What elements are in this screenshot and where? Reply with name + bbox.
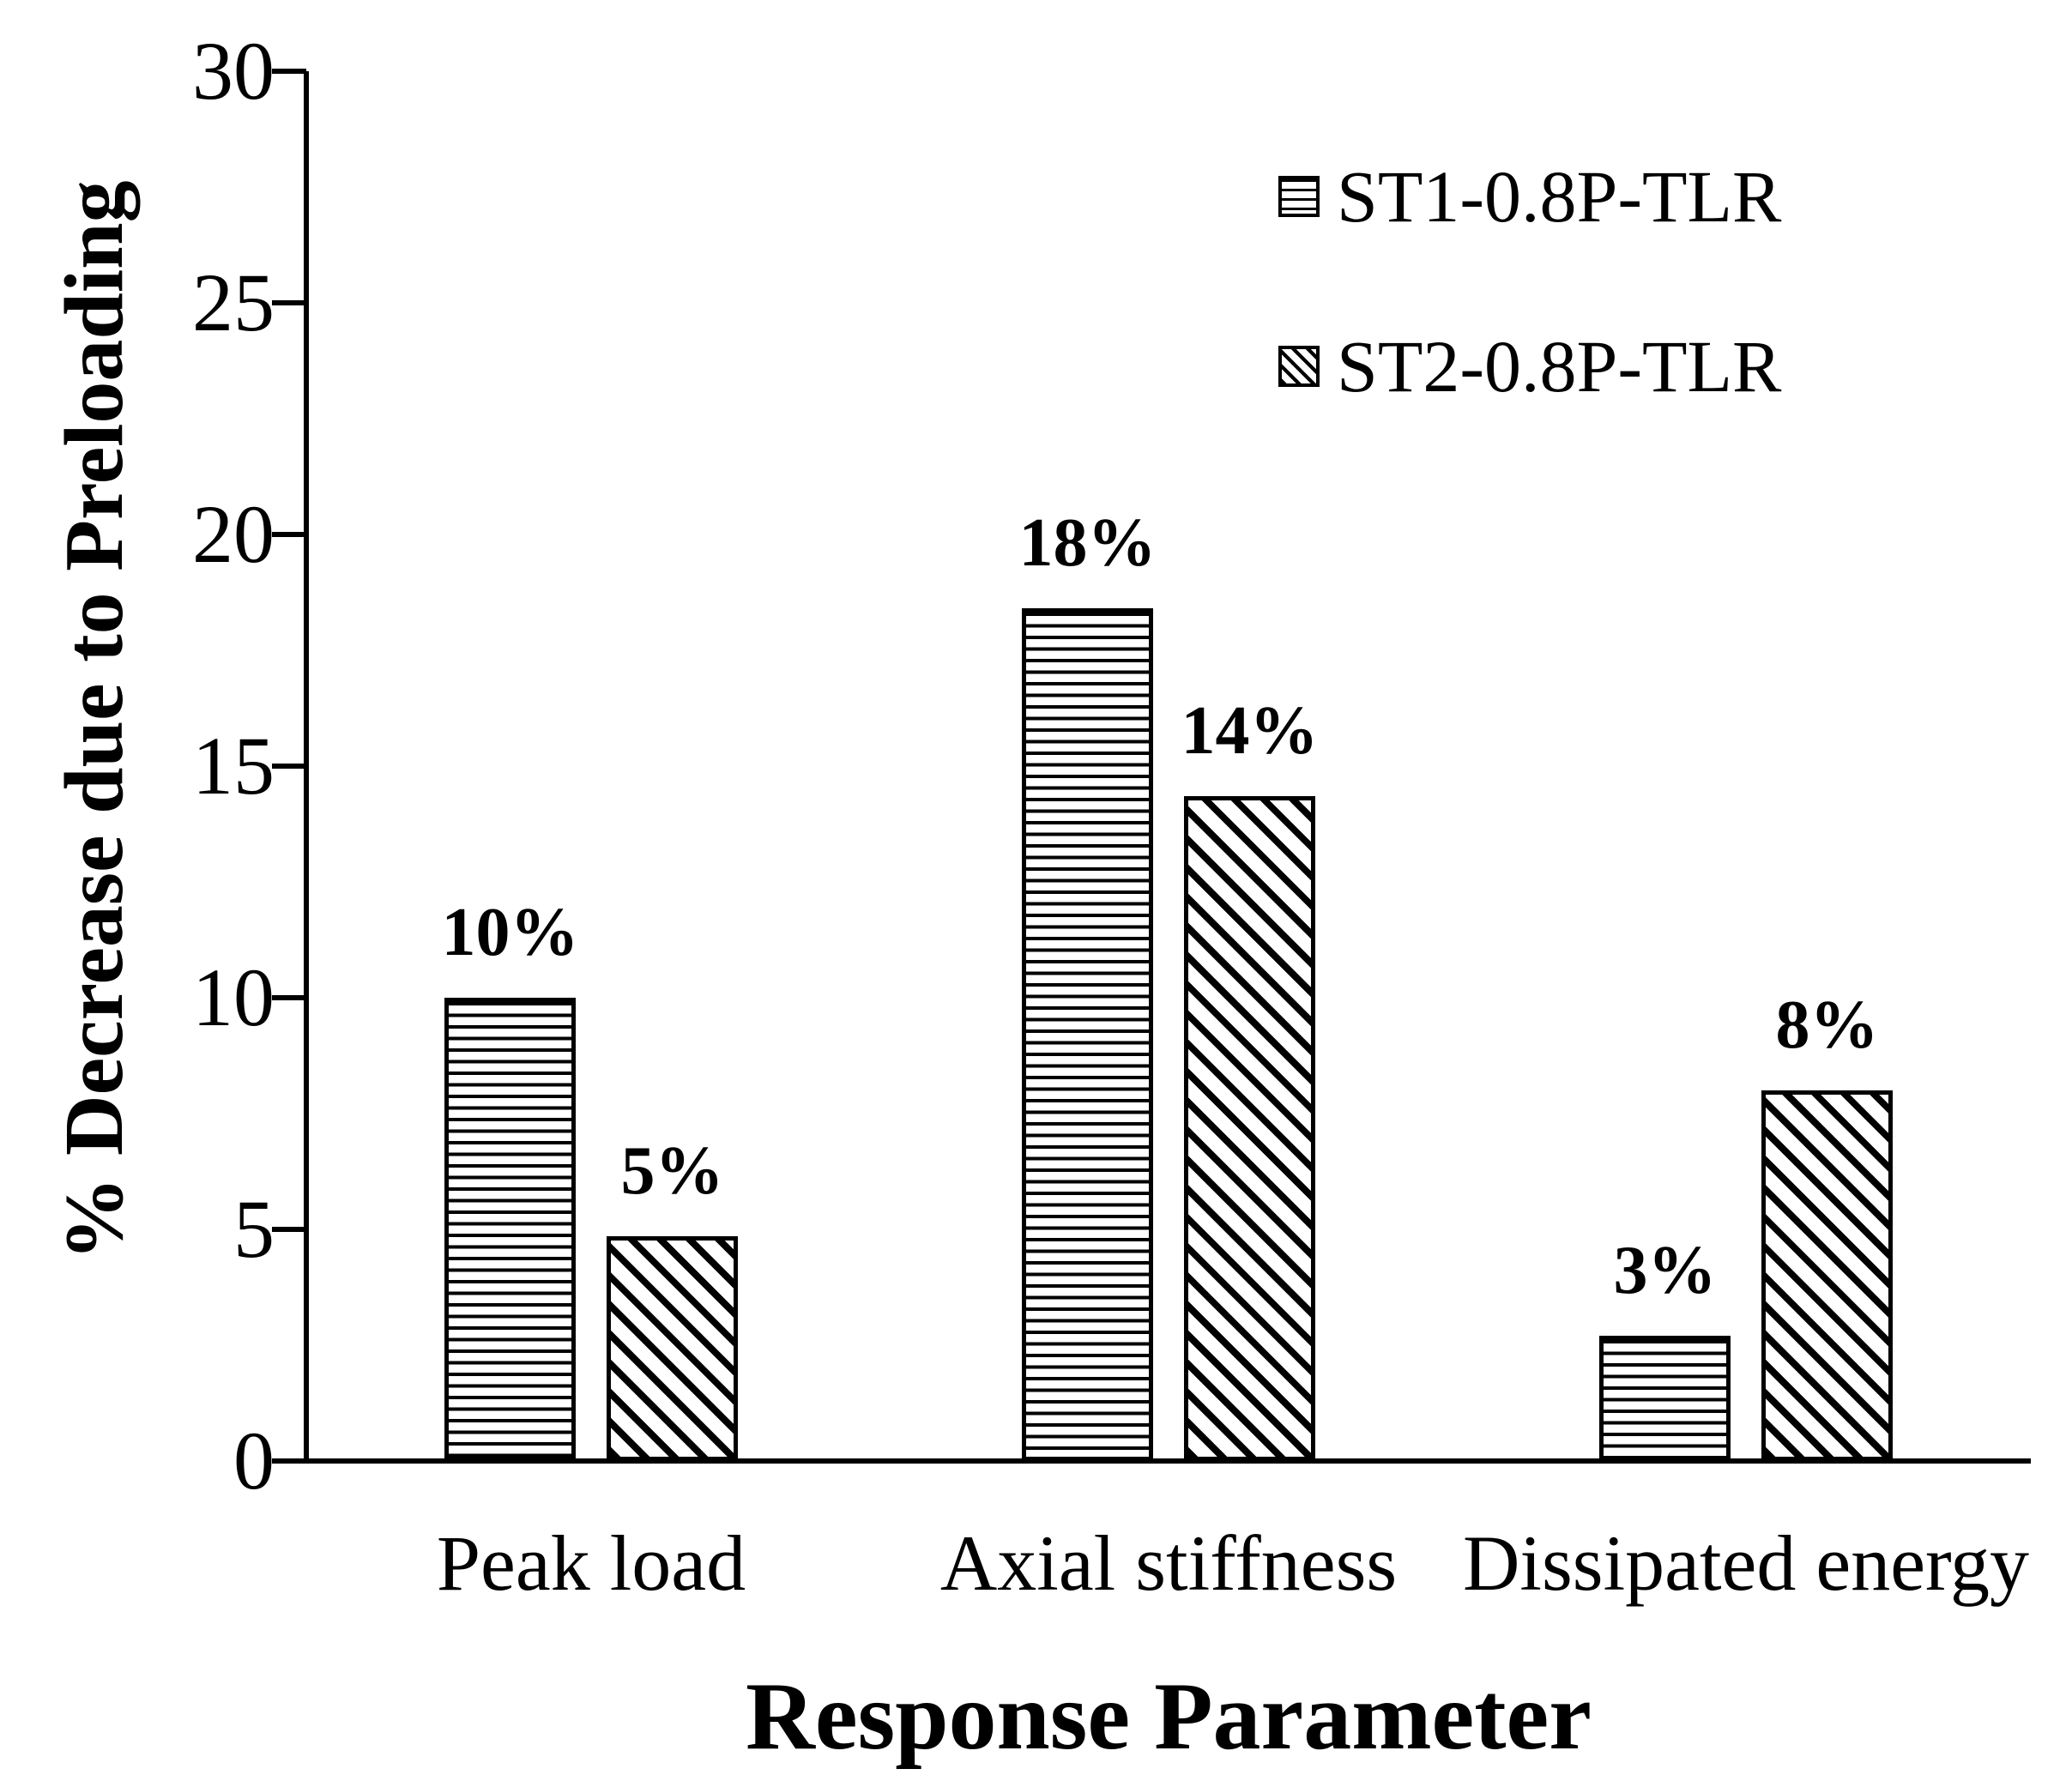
legend-label-st1: ST1-0.8P-TLR — [1337, 155, 1782, 238]
y-tick-label-5: 5 — [233, 1183, 275, 1275]
bar-st1-0-8p-tlr-axial-stiffness — [1022, 608, 1153, 1461]
y-tick-label-20: 20 — [192, 488, 275, 580]
bar-value-label-st2-0-8p-tlr-dissipated-energy: 8% — [1775, 987, 1879, 1063]
y-tick-label-30: 30 — [192, 25, 275, 117]
y-tick-25 — [272, 300, 306, 305]
legend-label-st2: ST2-0.8P-TLR — [1337, 325, 1782, 408]
y-tick-label-0: 0 — [233, 1415, 275, 1506]
bar-value-label-st1-0-8p-tlr-axial-stiffness: 18% — [1018, 505, 1157, 582]
category-label-axial-stiffness: Axial stiffness — [939, 1519, 1398, 1607]
legend-item-st2: ST2-0.8P-TLR — [1278, 328, 1781, 405]
y-tick-30 — [272, 69, 306, 74]
bar-st1-0-8p-tlr-dissipated-energy — [1599, 1336, 1731, 1461]
bar-st2-0-8p-tlr-peak-load — [607, 1236, 738, 1461]
bar-st1-0-8p-tlr-peak-load — [444, 998, 576, 1461]
bar-st2-0-8p-tlr-axial-stiffness — [1184, 796, 1315, 1461]
bar-value-label-st1-0-8p-tlr-dissipated-energy: 3% — [1613, 1233, 1717, 1309]
y-axis-line — [304, 71, 309, 1464]
bar-value-label-st1-0-8p-tlr-peak-load: 10% — [441, 895, 579, 970]
x-axis-title: Response Parameter — [746, 1663, 1592, 1770]
y-tick-10 — [272, 995, 306, 1000]
bar-st2-0-8p-tlr-dissipated-energy — [1761, 1090, 1893, 1461]
x-axis-line — [304, 1458, 2031, 1464]
y-tick-label-10: 10 — [192, 951, 275, 1043]
category-label-dissipated-energy: Dissipated energy — [1462, 1519, 2030, 1607]
y-tick-5 — [272, 1227, 306, 1232]
legend-item-st1: ST1-0.8P-TLR — [1278, 158, 1781, 235]
legend: ST1-0.8P-TLR ST2-0.8P-TLR — [1278, 158, 1781, 405]
y-tick-label-25: 25 — [192, 257, 275, 348]
bar-value-label-st2-0-8p-tlr-axial-stiffness: 14% — [1181, 693, 1319, 770]
y-tick-20 — [272, 532, 306, 537]
y-tick-15 — [272, 764, 306, 769]
category-label-peak-load: Peak load — [436, 1519, 746, 1607]
y-tick-label-15: 15 — [192, 720, 275, 812]
bar-value-label-st2-0-8p-tlr-peak-load: 5% — [620, 1133, 724, 1210]
y-tick-0 — [272, 1458, 306, 1464]
legend-swatch-horizontal-lines-icon — [1278, 176, 1320, 217]
legend-swatch-diagonal-lines-icon — [1278, 346, 1320, 387]
